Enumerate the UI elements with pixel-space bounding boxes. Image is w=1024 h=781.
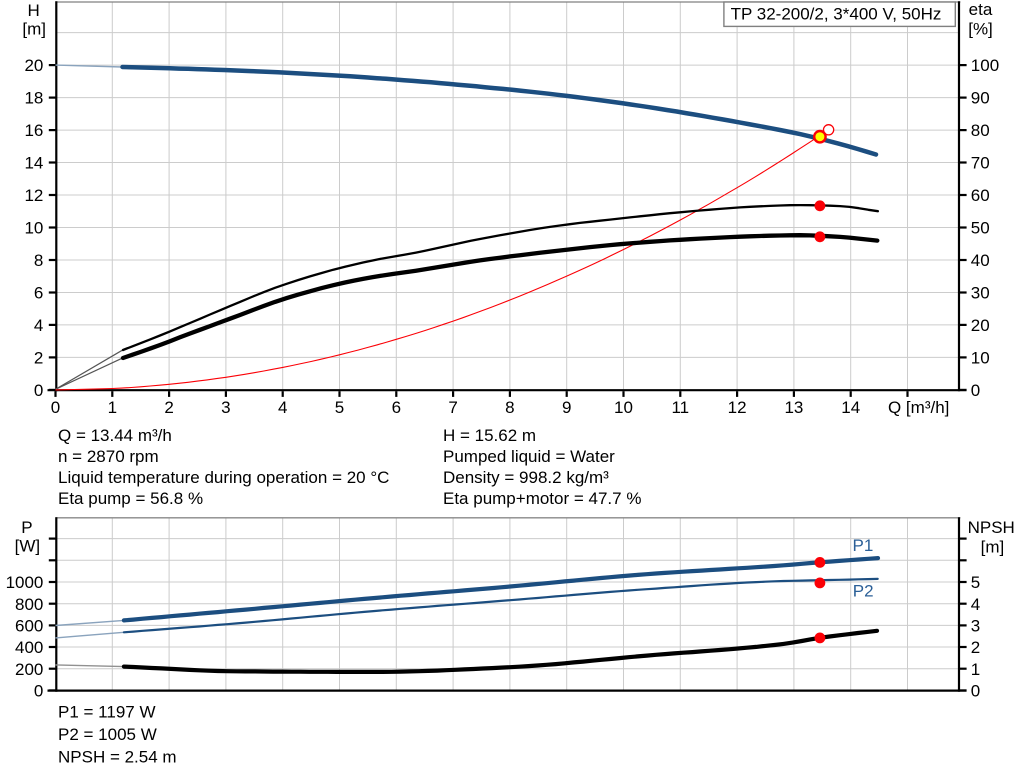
svg-text:2: 2 (34, 349, 43, 368)
svg-text:Q = 13.44 m³/h: Q = 13.44 m³/h (58, 426, 172, 445)
svg-text:70: 70 (971, 154, 990, 173)
svg-text:Pumped liquid = Water: Pumped liquid = Water (443, 447, 615, 466)
svg-text:6: 6 (392, 398, 401, 417)
svg-text:NPSH: NPSH (968, 518, 1015, 537)
svg-text:0: 0 (971, 381, 980, 400)
svg-text:3: 3 (971, 617, 980, 636)
svg-text:NPSH = 2.54 m: NPSH = 2.54 m (58, 748, 177, 767)
svg-text:8: 8 (505, 398, 514, 417)
svg-text:0: 0 (971, 682, 980, 701)
svg-text:1: 1 (971, 660, 980, 679)
svg-text:H = 15.62 m: H = 15.62 m (443, 426, 536, 445)
svg-text:Eta pump+motor = 47.7 %: Eta pump+motor = 47.7 % (443, 489, 641, 508)
svg-text:7: 7 (448, 398, 457, 417)
svg-text:600: 600 (15, 617, 43, 636)
svg-text:1: 1 (108, 398, 117, 417)
svg-text:P2: P2 (853, 582, 874, 601)
svg-text:0: 0 (51, 398, 60, 417)
svg-text:Q [m³/h]: Q [m³/h] (888, 398, 949, 417)
svg-text:12: 12 (24, 186, 43, 205)
svg-text:[W]: [W] (15, 537, 41, 556)
svg-text:2: 2 (164, 398, 173, 417)
svg-text:P1: P1 (853, 536, 874, 555)
svg-text:Eta pump = 56.8 %: Eta pump = 56.8 % (58, 489, 203, 508)
svg-text:90: 90 (971, 89, 990, 108)
svg-text:80: 80 (971, 121, 990, 140)
svg-text:200: 200 (15, 660, 43, 679)
svg-text:0: 0 (34, 381, 43, 400)
svg-text:8: 8 (34, 251, 43, 270)
svg-text:[m]: [m] (22, 19, 46, 38)
svg-text:11: 11 (671, 398, 689, 417)
svg-text:800: 800 (15, 595, 43, 614)
svg-text:18: 18 (24, 89, 43, 108)
svg-text:TP 32-200/2, 3*400 V, 50Hz: TP 32-200/2, 3*400 V, 50Hz (731, 5, 942, 24)
svg-text:n = 2870 rpm: n = 2870 rpm (58, 447, 159, 466)
svg-text:[%]: [%] (968, 19, 993, 38)
svg-text:10: 10 (971, 349, 990, 368)
svg-text:eta: eta (969, 0, 993, 19)
svg-text:50: 50 (971, 219, 990, 238)
svg-text:14: 14 (841, 398, 860, 417)
svg-text:14: 14 (24, 154, 43, 173)
svg-text:400: 400 (15, 638, 43, 657)
svg-text:6: 6 (34, 284, 43, 303)
svg-text:1000: 1000 (6, 573, 44, 592)
svg-text:Density = 998.2 kg/m³: Density = 998.2 kg/m³ (443, 468, 609, 487)
svg-text:100: 100 (971, 56, 999, 75)
svg-text:3: 3 (221, 398, 230, 417)
svg-text:4: 4 (278, 398, 287, 417)
svg-text:10: 10 (614, 398, 633, 417)
svg-text:60: 60 (971, 186, 990, 205)
svg-text:4: 4 (971, 595, 980, 614)
svg-text:5: 5 (971, 573, 980, 592)
svg-text:5: 5 (335, 398, 344, 417)
svg-text:H: H (28, 1, 40, 20)
svg-text:P: P (21, 518, 32, 537)
svg-text:12: 12 (728, 398, 747, 417)
svg-text:2: 2 (971, 638, 980, 657)
svg-text:30: 30 (971, 284, 990, 303)
svg-text:20: 20 (971, 316, 990, 335)
svg-text:0: 0 (34, 682, 43, 701)
svg-text:16: 16 (24, 121, 43, 140)
svg-text:4: 4 (34, 316, 43, 335)
svg-text:[m]: [m] (981, 537, 1005, 556)
svg-text:10: 10 (24, 219, 43, 238)
svg-text:13: 13 (784, 398, 803, 417)
svg-text:40: 40 (971, 251, 990, 270)
svg-text:P2 = 1005 W: P2 = 1005 W (58, 725, 157, 744)
svg-text:P1 = 1197 W: P1 = 1197 W (58, 703, 156, 722)
svg-text:Liquid temperature during oper: Liquid temperature during operation = 20… (58, 468, 389, 487)
svg-text:9: 9 (562, 398, 571, 417)
svg-text:20: 20 (24, 56, 43, 75)
